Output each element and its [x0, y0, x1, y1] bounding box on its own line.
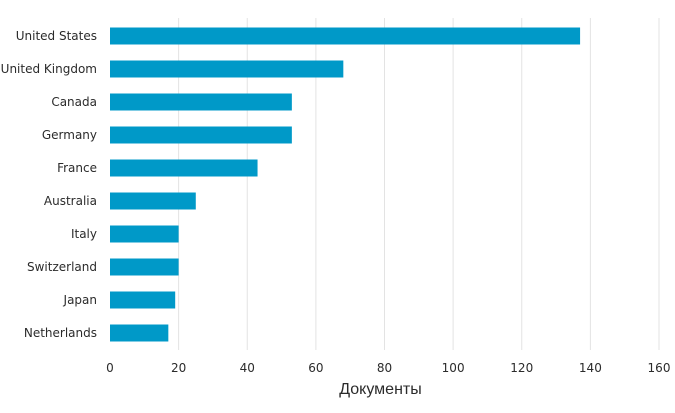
x-tick-label: 160	[648, 361, 671, 375]
bar	[110, 93, 292, 111]
bar	[110, 324, 169, 342]
x-tick-label: 60	[308, 361, 323, 375]
category-label: France	[57, 161, 97, 175]
x-tick-labels: 0 20 40 60 80 100 120 140 160	[106, 361, 670, 375]
x-tick-label: 0	[106, 361, 114, 375]
x-tick-label: 120	[510, 361, 533, 375]
x-axis-title: Документы	[339, 381, 421, 398]
x-tick-label: 80	[377, 361, 392, 375]
bar	[110, 27, 581, 45]
category-label: United States	[16, 29, 97, 43]
category-label: Canada	[51, 95, 97, 109]
category-label: Netherlands	[24, 326, 97, 340]
category-label: United Kingdom	[1, 62, 97, 76]
bar	[110, 291, 176, 309]
x-tick-label: 20	[171, 361, 186, 375]
x-tick-label: 100	[442, 361, 465, 375]
category-labels: United States United Kingdom Canada Germany…	[1, 29, 97, 340]
category-label: Germany	[42, 128, 97, 142]
category-label: Italy	[71, 227, 97, 241]
bar	[110, 159, 258, 177]
bar	[110, 258, 179, 276]
x-tick-label: 40	[240, 361, 255, 375]
category-label: Switzerland	[27, 260, 97, 274]
x-tick-label: 140	[579, 361, 602, 375]
bar	[110, 60, 344, 78]
category-label: Australia	[44, 194, 97, 208]
bar	[110, 126, 292, 144]
bar	[110, 192, 196, 210]
bar	[110, 225, 179, 243]
category-label: Japan	[63, 293, 97, 307]
bars	[110, 27, 581, 342]
